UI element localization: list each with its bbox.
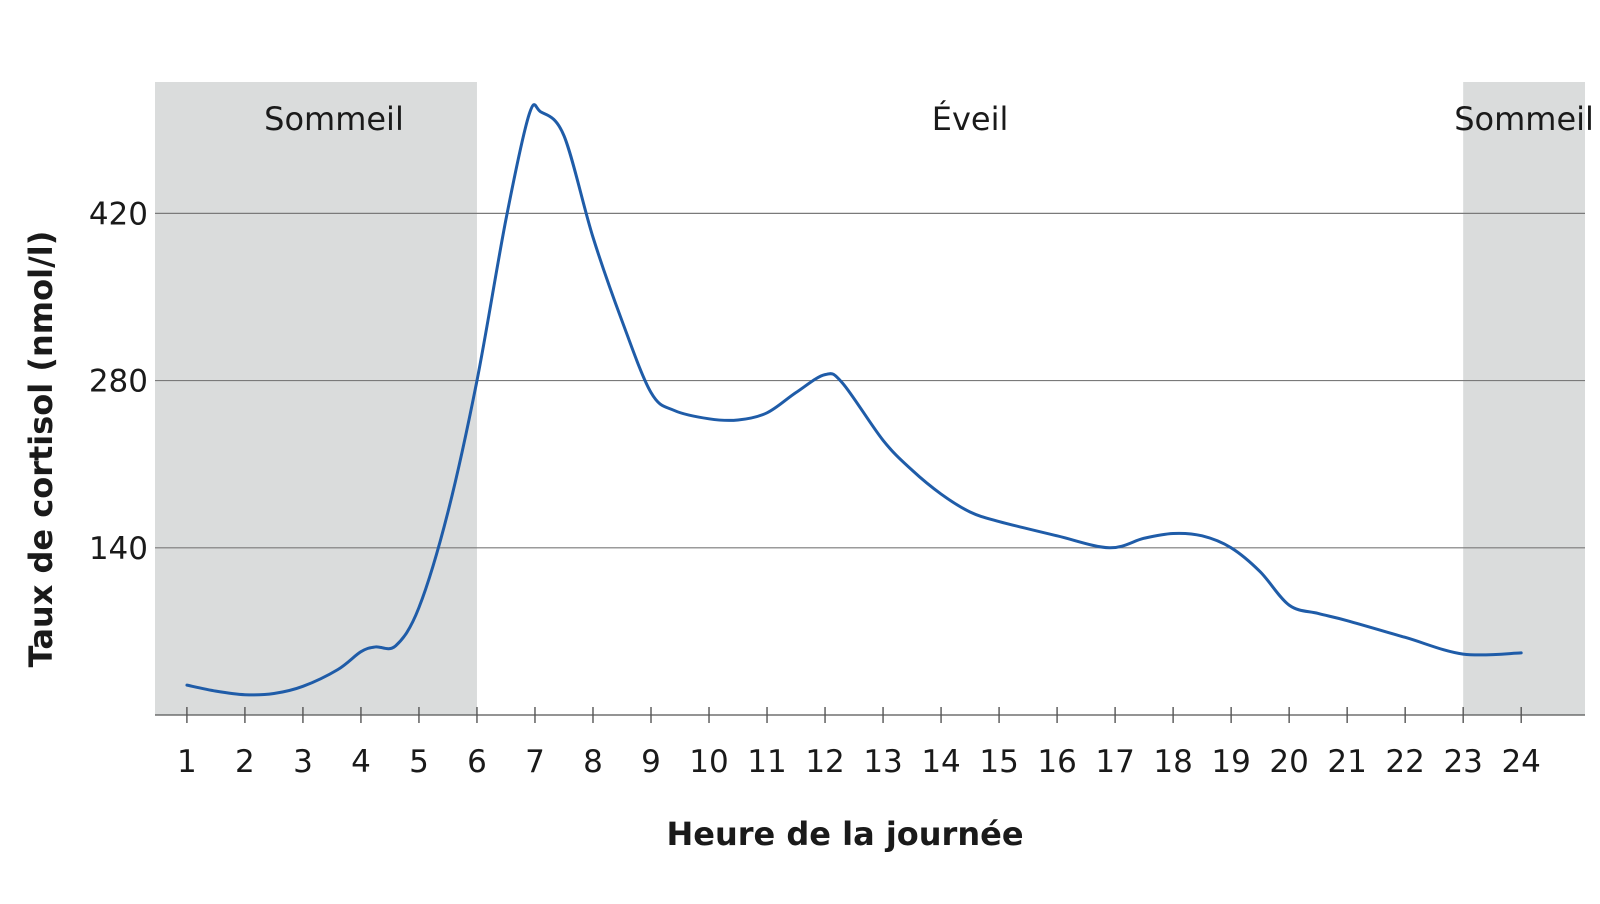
x-tick-label-11: 11 (747, 744, 786, 780)
gridlines (155, 212, 1585, 549)
x-tick-label-13: 13 (863, 744, 902, 780)
y-tick-label-280: 280 (89, 364, 148, 400)
x-axis-tick-labels: 1 2 3 4 5 6 7 8 9 10 11 12 13 14 15 16 17 18 19 20 21 22 23 24 (177, 744, 1541, 780)
x-tick-label-23: 23 (1443, 744, 1482, 780)
x-tick-label-4: 4 (351, 744, 371, 780)
x-axis (155, 707, 1585, 723)
x-tick-label-6: 6 (467, 744, 487, 780)
y-axis-title: Taux de cortisol (nmol/l) (22, 231, 60, 668)
x-tick-label-10: 10 (689, 744, 728, 780)
x-tick-label-14: 14 (921, 744, 960, 780)
region-label-1: Sommeil (264, 100, 404, 138)
shaded-region-3 (1463, 82, 1585, 715)
x-tick-label-5: 5 (409, 744, 429, 780)
x-tick-label-17: 17 (1095, 744, 1134, 780)
region-shading (155, 82, 1585, 715)
x-tick-label-20: 20 (1269, 744, 1308, 780)
x-tick-label-19: 19 (1211, 744, 1250, 780)
x-tick-label-7: 7 (525, 744, 545, 780)
y-axis-tick-labels: 140 280 420 (89, 196, 148, 566)
x-tick-label-24: 24 (1501, 744, 1540, 780)
region-label-3: Sommeil (1454, 100, 1594, 138)
y-tick-label-140: 140 (89, 531, 148, 567)
x-tick-label-12: 12 (805, 744, 844, 780)
shaded-region-1 (155, 82, 477, 715)
x-tick-label-8: 8 (583, 744, 603, 780)
x-tick-label-18: 18 (1153, 744, 1192, 780)
region-labels: Sommeil Éveil Sommeil (264, 100, 1594, 138)
x-tick-label-2: 2 (235, 744, 255, 780)
region-label-2: Éveil (932, 100, 1009, 138)
x-tick-label-1: 1 (177, 744, 197, 780)
series-line-1 (185, 103, 1523, 697)
series (185, 103, 1523, 697)
x-tick-label-16: 16 (1037, 744, 1076, 780)
y-tick-label-420: 420 (89, 196, 148, 232)
x-axis-title: Heure de la journée (666, 815, 1023, 853)
x-tick-label-15: 15 (979, 744, 1018, 780)
x-tick-label-9: 9 (641, 744, 661, 780)
x-tick-label-3: 3 (293, 744, 313, 780)
x-tick-label-22: 22 (1385, 744, 1424, 780)
x-tick-label-21: 21 (1327, 744, 1366, 780)
